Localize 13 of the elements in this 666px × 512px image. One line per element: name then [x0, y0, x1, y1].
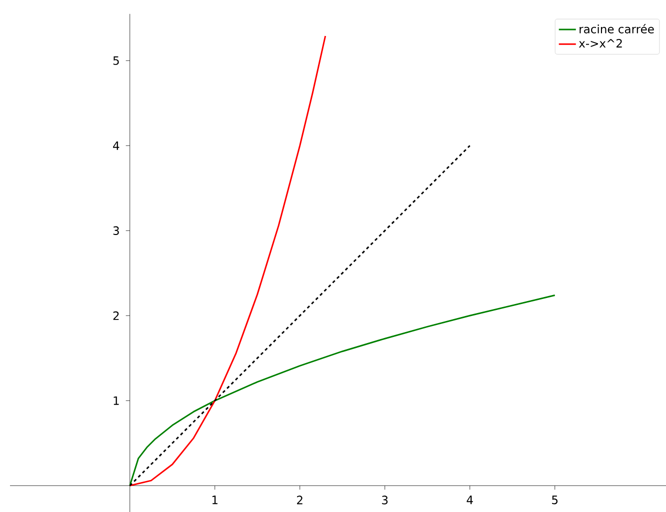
x-tick-label: 4 — [466, 496, 473, 504]
y-tick-label: 5 — [113, 56, 119, 65]
x-tick-label: 5 — [552, 496, 558, 504]
legend-label: x->x^2 — [578, 38, 622, 48]
legend-label: racine carrée — [580, 24, 654, 34]
y-tick-label: 2 — [113, 311, 119, 320]
x-tick-label: 3 — [382, 496, 388, 504]
y-tick-label: 3 — [113, 226, 119, 235]
x-tick-label: 1 — [212, 496, 218, 504]
y-tick-label: 1 — [114, 396, 119, 405]
line-series — [129, 35, 326, 486]
x-tick-label: 2 — [297, 496, 302, 504]
y-tick-label: 4 — [113, 141, 120, 150]
